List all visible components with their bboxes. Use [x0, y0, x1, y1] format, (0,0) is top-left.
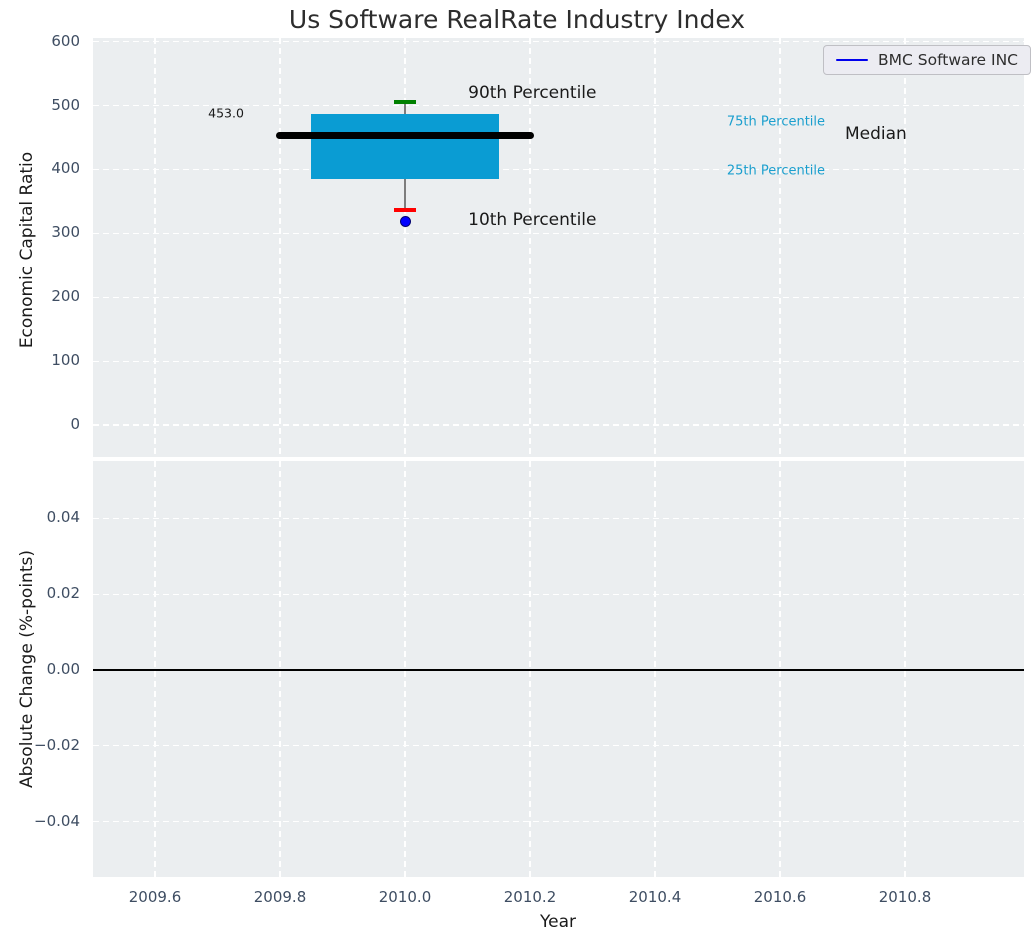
y-tick-label: −0.02 — [34, 735, 80, 754]
y-tick-label: 0.02 — [46, 584, 80, 603]
legend-label: BMC Software INC — [878, 51, 1018, 69]
x-tick-label: 2010.4 — [628, 888, 682, 906]
y-tick-label: 0 — [70, 415, 80, 433]
gridline-v — [654, 38, 656, 457]
gridline-h — [93, 360, 1024, 362]
gridline-h — [93, 424, 1024, 426]
p10-cap — [394, 207, 416, 212]
chart-title: Us Software RealRate Industry Index — [288, 5, 746, 34]
gridline-v — [154, 38, 156, 457]
gridline-h — [93, 821, 1024, 823]
median-bar — [276, 132, 534, 140]
gridline-v — [404, 38, 406, 457]
legend: BMC Software INC — [823, 45, 1031, 75]
x-tick-label: 2010.2 — [503, 888, 557, 906]
legend-line-swatch — [836, 58, 868, 62]
gridline-h — [93, 745, 1024, 747]
annotation-median: Median — [845, 124, 907, 145]
x-tick-label: 2010.8 — [878, 888, 932, 906]
annotation-25th-percentile: 25th Percentile — [726, 163, 826, 179]
top-y-axis-label: Economic Capital Ratio — [17, 151, 37, 349]
annotation-10th-percentile: 10th Percentile — [468, 209, 597, 230]
gridline-v — [779, 38, 781, 457]
y-tick-label: 0.04 — [46, 508, 80, 527]
annotation-90th-percentile: 90th Percentile — [468, 83, 597, 104]
annotation-75th-percentile: 75th Percentile — [726, 114, 826, 130]
x-axis-label: Year — [540, 912, 576, 932]
zero-line — [93, 669, 1024, 671]
y-tick-label: 0.00 — [46, 660, 80, 678]
gridline-v — [279, 38, 281, 457]
iqr-box — [311, 113, 499, 180]
bottom-plot-area — [93, 461, 1024, 877]
gridline-v — [904, 38, 906, 457]
gridline-h — [93, 168, 1024, 171]
y-tick-label: 500 — [51, 95, 80, 114]
y-tick-label: 600 — [51, 31, 80, 50]
top-plot-area: 453.0 90th Percentile 10th Percentile 75th … — [93, 38, 1024, 457]
annotation-453-0: 453.0 — [208, 105, 244, 121]
y-tick-label: 300 — [51, 223, 80, 242]
x-tick-label: 2009.8 — [253, 888, 307, 906]
data-point — [400, 215, 411, 227]
y-tick-label: 100 — [51, 351, 80, 370]
x-tick-label: 2009.6 — [128, 888, 182, 906]
y-tick-label: −0.04 — [34, 811, 80, 830]
gridline-h — [93, 517, 1024, 520]
y-tick-label: 400 — [51, 159, 80, 178]
gridline-h — [93, 593, 1024, 595]
y-tick-label: 200 — [51, 287, 80, 306]
x-tick-label: 2010.0 — [378, 888, 432, 906]
gridline-v — [529, 38, 531, 457]
gridline-h — [93, 232, 1024, 235]
gridline-h — [93, 41, 1024, 43]
x-tick-label: 2010.6 — [753, 888, 807, 906]
p90-cap — [394, 99, 416, 104]
gridline-h — [93, 296, 1024, 298]
gridline-h — [93, 104, 1024, 107]
